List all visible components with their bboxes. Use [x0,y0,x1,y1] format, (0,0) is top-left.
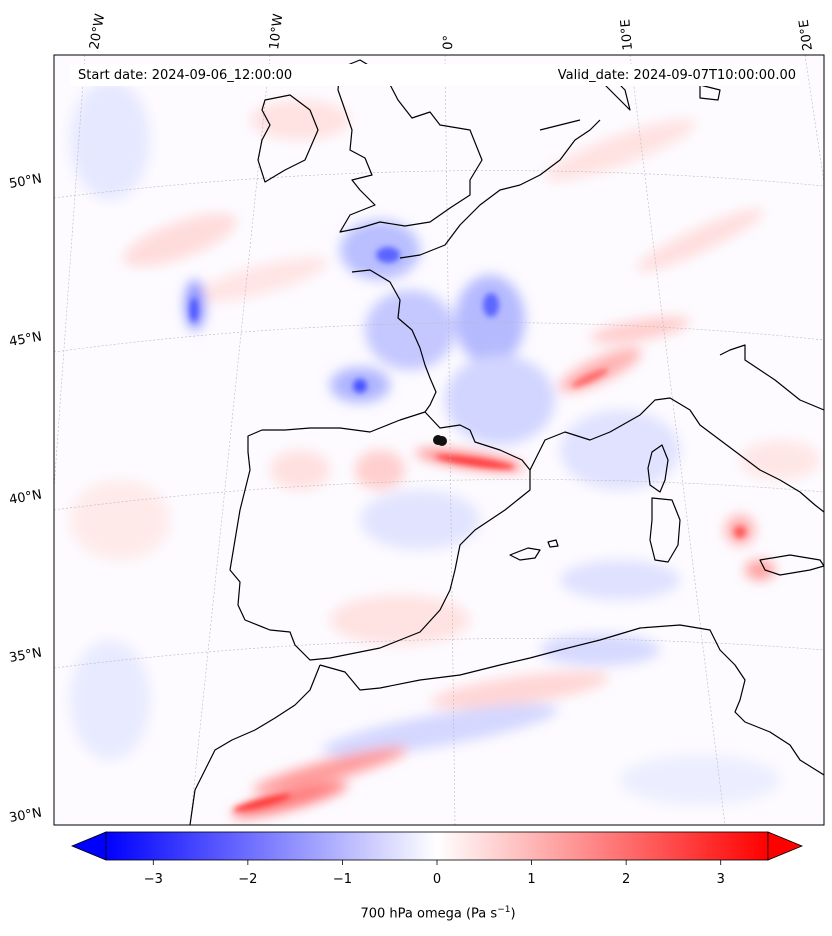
colorbar: −3 −2 −1 0 1 2 3 [70,831,804,887]
lon-label-20e: 20°E [797,18,816,51]
colorbar-body [105,831,769,861]
colorbar-tick-label: −2 [238,872,257,887]
colorbar-tick-label: 1 [527,872,535,887]
colorbar-extend-high [767,831,804,861]
lon-label-10e: 10°E [618,19,636,51]
colorbar-tick-label: −1 [333,872,352,887]
colorbar-ticks: −3 −2 −1 0 1 2 3 [144,860,725,887]
map-panel [54,55,824,825]
colorbar-variable: 700 hPa omega [360,906,462,922]
map-frame [53,54,825,826]
colorbar-tick-label: 3 [717,872,725,887]
colorbar-title: 700 hPa omega (Pa s−1) [360,905,516,922]
lat-label-30n: 30°N [8,805,43,825]
lon-label-0: 0° [441,35,457,50]
colorbar-unit-exponent: −1 [497,905,511,915]
omega-field [70,80,820,818]
lat-label-45n: 45°N [8,329,43,349]
lat-label-50n: 50°N [8,171,43,191]
valid-date-label: Valid_date: 2024-09-07T10:00:00.00 [558,68,796,83]
lat-label-40n: 40°N [8,487,43,507]
lon-label-10w: 10°W [267,13,286,51]
lon-label-20w: 20°W [87,13,108,51]
colorbar-unit: Pa s [471,906,498,922]
location-marker [433,435,447,446]
lat-label-35n: 35°N [8,645,43,665]
graticule [54,55,824,825]
colorbar-tick-label: 2 [622,872,630,887]
coastlines [189,59,824,825]
colorbar-tick-label: 0 [433,872,441,887]
colorbar-tick-label: −3 [144,872,163,887]
colorbar-extend-low [70,831,107,861]
start-date-label: Start date: 2024-09-06_12:00:00 [78,68,292,83]
